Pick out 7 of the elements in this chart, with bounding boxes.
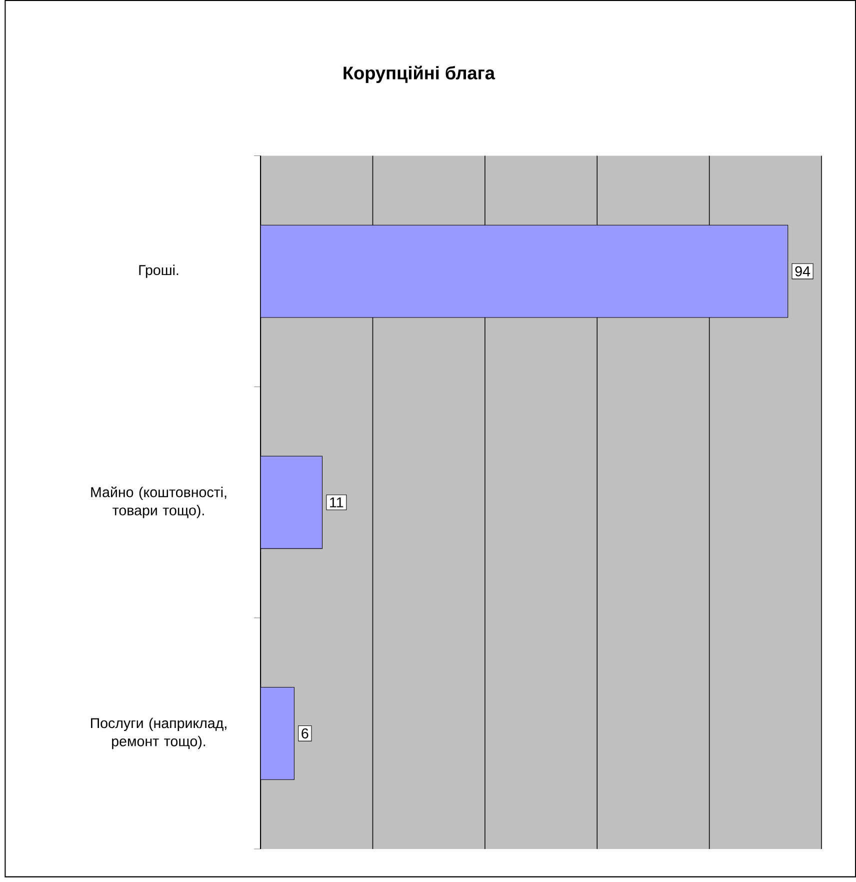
y-tick-label: Гроші. bbox=[139, 264, 178, 278]
chart-title: Корупційні блага bbox=[344, 66, 496, 84]
data-label: 94 bbox=[795, 266, 810, 276]
y-tick-label: Послуги (наприклад, ремонт тощо). bbox=[90, 718, 226, 750]
data-label: 6 bbox=[302, 728, 308, 738]
y-tick-label: Майно (коштовності, товари тощо). bbox=[91, 486, 226, 518]
data-label: 11 bbox=[330, 497, 344, 508]
